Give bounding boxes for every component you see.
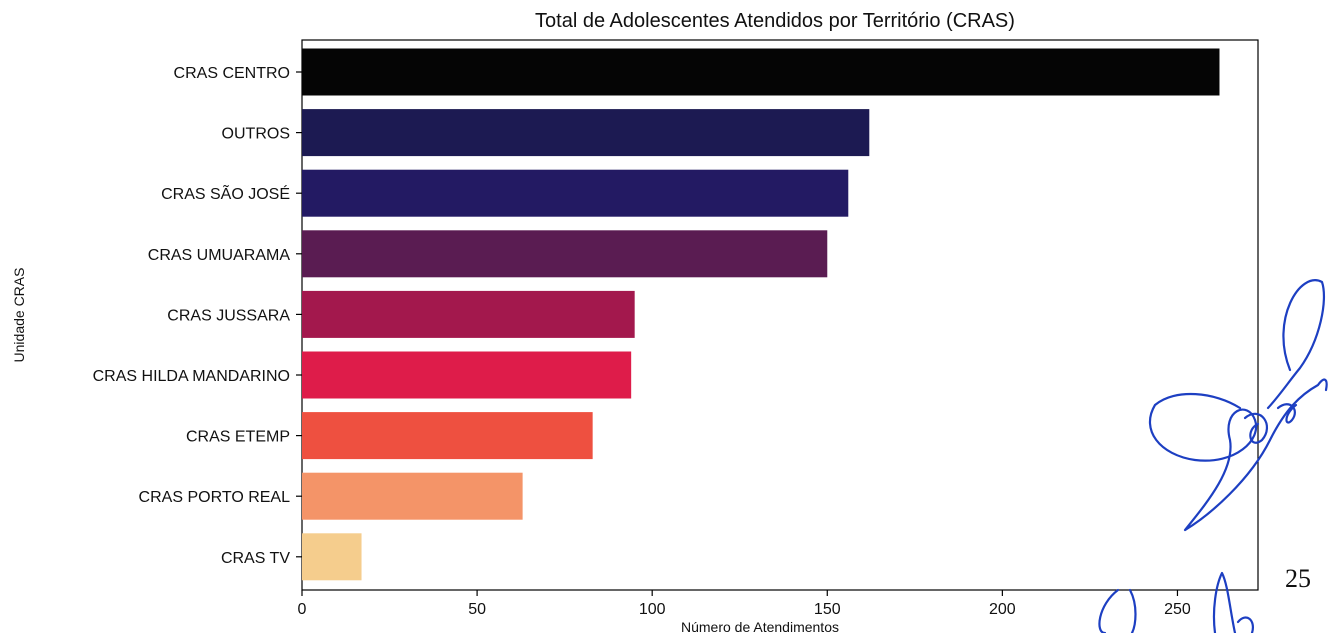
y-tick-labels: CRAS CENTRO OUTROS CRAS SÃO JOSÉ CRAS UMUAR… xyxy=(93,65,302,567)
bar-8 xyxy=(302,533,362,581)
x-tick-label: 150 xyxy=(814,601,841,618)
chart-title: Total de Adolescentes Atendidos por Terr… xyxy=(535,10,1015,32)
y-tick-label: OUTROS xyxy=(222,126,290,143)
y-tick-label: CRAS CENTRO xyxy=(174,65,290,82)
x-tick-label: 50 xyxy=(468,601,486,618)
handwritten-signature xyxy=(1098,279,1328,633)
x-axis-label: Número de Atendimentos xyxy=(681,619,839,633)
bar-2 xyxy=(302,169,849,217)
bar-7 xyxy=(302,472,523,520)
x-tick-label: 250 xyxy=(1164,601,1191,618)
y-tick-label: CRAS TV xyxy=(221,550,290,567)
y-tick-label: CRAS ETEMP xyxy=(186,429,290,446)
bar-6 xyxy=(302,412,593,460)
bar-1 xyxy=(302,109,870,157)
x-tick-label: 100 xyxy=(639,601,666,618)
bar-4 xyxy=(302,290,635,338)
page-number: 25 xyxy=(1285,564,1311,593)
y-tick-label: CRAS SÃO JOSÉ xyxy=(161,183,290,203)
y-tick-label: CRAS HILDA MANDARINO xyxy=(93,368,290,385)
bar-5 xyxy=(302,351,632,399)
y-tick-label: CRAS JUSSARA xyxy=(167,307,290,324)
x-ticks: 0 50 100 150 200 250 xyxy=(298,590,1191,618)
bar-3 xyxy=(302,230,828,278)
bars-group xyxy=(302,48,1220,581)
y-tick-label: CRAS PORTO REAL xyxy=(139,489,291,506)
x-tick-label: 200 xyxy=(989,601,1016,618)
bar-0 xyxy=(302,48,1220,96)
x-tick-label: 0 xyxy=(298,601,307,618)
y-tick-label: CRAS UMUARAMA xyxy=(148,247,291,264)
y-axis-label: Unidade CRAS xyxy=(11,268,27,363)
